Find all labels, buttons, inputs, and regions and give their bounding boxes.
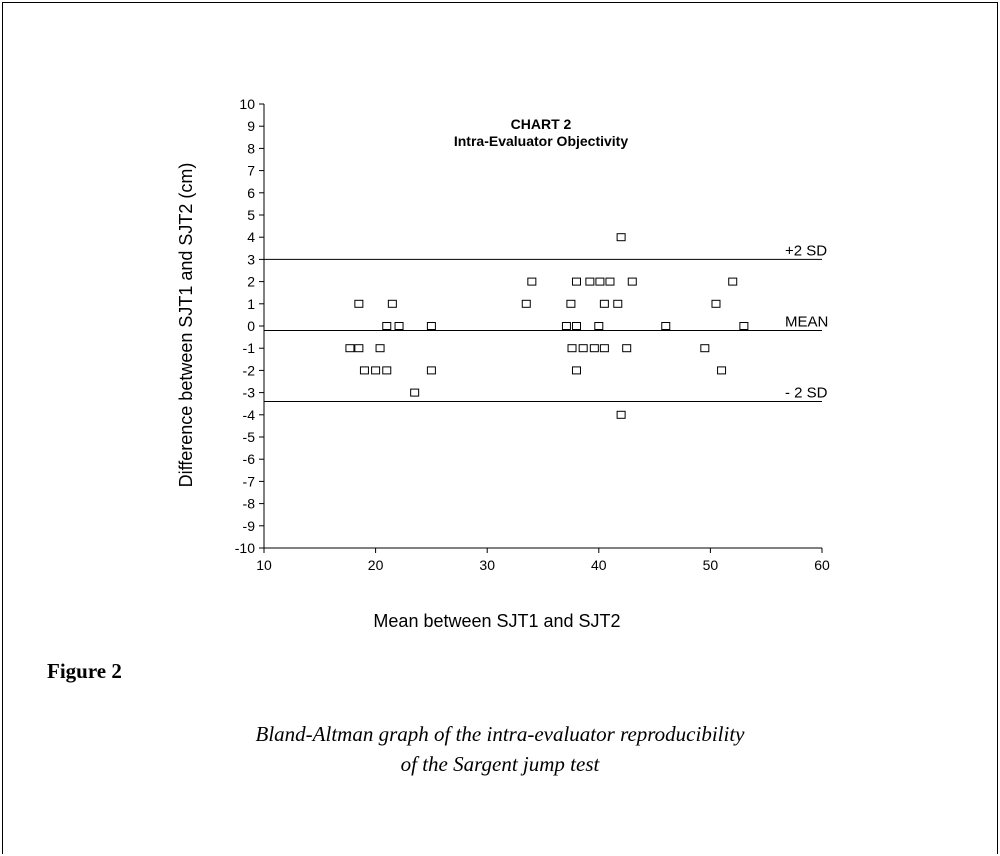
y-tick-label: 9 (247, 118, 255, 134)
figure-caption: Bland-Altman graph of the intra-evaluato… (0, 719, 1000, 779)
x-tick-label: 60 (814, 557, 830, 573)
data-point (616, 410, 626, 419)
data-point (728, 277, 738, 286)
data-point (627, 277, 637, 286)
x-tick-label: 50 (703, 557, 719, 573)
data-point (599, 299, 609, 308)
data-point (382, 366, 392, 375)
y-tick-label: 5 (247, 207, 255, 223)
x-tick-label: 10 (256, 557, 272, 573)
data-point (371, 366, 381, 375)
data-point (711, 299, 721, 308)
y-tick-label: -6 (243, 451, 256, 467)
caption-line-1: Bland-Altman graph of the intra-evaluato… (255, 722, 745, 746)
x-tick-label: 20 (368, 557, 384, 573)
data-point (426, 366, 436, 375)
figure-label: Figure 2 (47, 659, 122, 683)
reference-lines: +2 SD MEAN - 2 SD (264, 242, 828, 402)
data-point (595, 277, 605, 286)
data-point (585, 277, 595, 286)
data-point (605, 277, 615, 286)
y-tick-label: -5 (243, 429, 256, 445)
data-point (661, 322, 671, 330)
y-tick-label: 7 (247, 163, 255, 179)
y-tick-label: 4 (247, 229, 255, 245)
y-tick-label: -8 (243, 496, 256, 512)
data-point (521, 299, 531, 308)
x-axis-label: Mean between SJT1 and SJT2 (373, 611, 620, 631)
data-point (599, 344, 609, 353)
data-point (700, 344, 710, 353)
y-tick-label: 0 (247, 318, 255, 334)
y-tick-label: 10 (239, 96, 255, 112)
data-point (382, 322, 392, 330)
data-point (571, 277, 581, 286)
data-point (561, 322, 571, 330)
data-point (354, 299, 364, 308)
data-point (578, 344, 588, 353)
data-point (359, 366, 369, 375)
data-point (410, 388, 420, 397)
x-tick-label: 30 (479, 557, 495, 573)
y-tick-label: 1 (247, 296, 255, 312)
data-point (739, 322, 749, 330)
y-tick-label: -1 (243, 340, 256, 356)
chart-subtitle: Intra-Evaluator Objectivity (454, 133, 628, 149)
data-point (426, 322, 436, 330)
reference-line-label: +2 SD (785, 242, 827, 259)
x-ticks: 10 20 30 40 50 60 (256, 548, 830, 573)
y-tick-label: -9 (243, 518, 256, 534)
data-point (571, 322, 581, 330)
data-point (566, 299, 576, 308)
data-point (594, 322, 604, 330)
data-point (567, 344, 577, 353)
y-tick-label: -3 (243, 385, 256, 401)
data-point (571, 366, 581, 375)
data-point (622, 344, 632, 353)
y-tick-label: 2 (247, 274, 255, 290)
data-point (345, 344, 355, 353)
data-point (354, 344, 364, 353)
reference-line-label: - 2 SD (785, 384, 828, 401)
data-point (394, 322, 404, 330)
y-tick-label: -10 (235, 540, 255, 556)
reference-line-label: MEAN (785, 313, 828, 330)
y-axis-label: Difference between SJT1 and SJT2 (cm) (176, 163, 196, 488)
y-tick-label: -2 (243, 362, 256, 378)
y-tick-label: 8 (247, 140, 255, 156)
data-point (375, 344, 385, 353)
data-point (387, 299, 397, 308)
y-tick-label: 6 (247, 185, 255, 201)
data-point (616, 233, 626, 242)
caption-line-2: of the Sargent jump test (400, 752, 600, 776)
data-point (527, 277, 537, 286)
y-tick-label: -7 (243, 473, 256, 489)
chart-title: CHART 2 (511, 116, 572, 132)
data-point (717, 366, 727, 375)
data-point (589, 344, 599, 353)
y-tick-label: 3 (247, 251, 255, 267)
data-points (345, 233, 749, 419)
data-point (613, 299, 623, 308)
y-tick-label: -4 (243, 407, 256, 423)
x-tick-label: 40 (591, 557, 607, 573)
